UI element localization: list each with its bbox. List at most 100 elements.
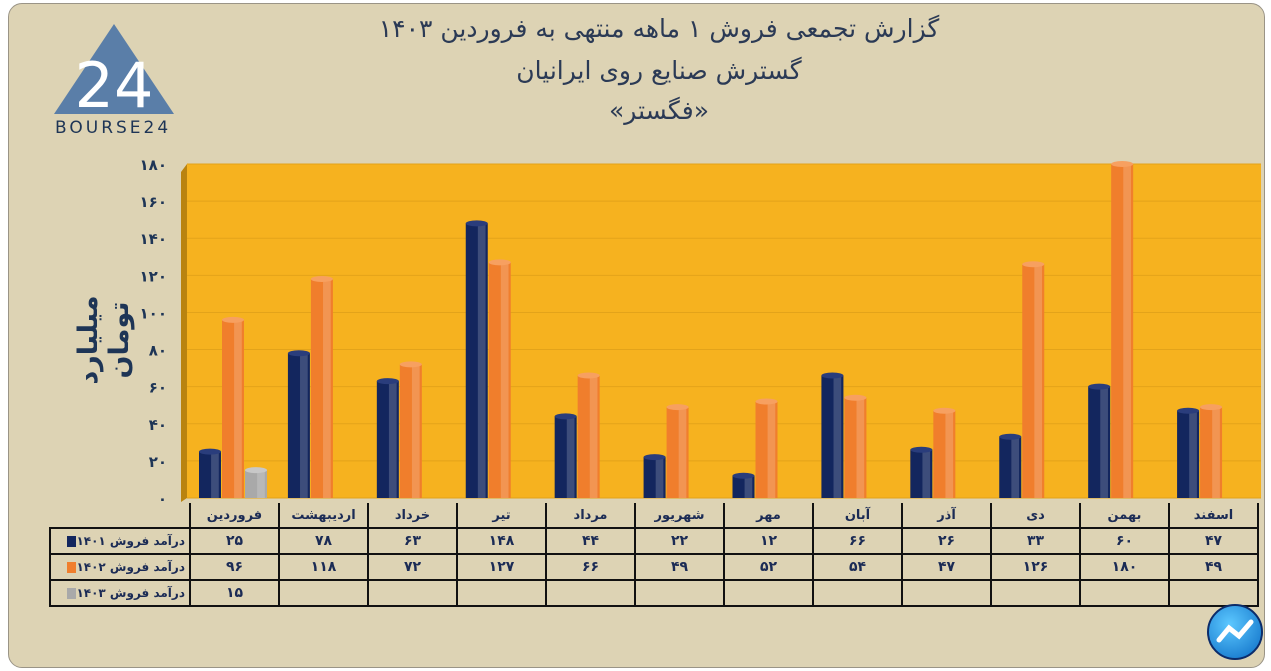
- bar: [910, 449, 933, 498]
- table-row: درآمد فروش ۱۴۰۲ ۹۶ ۱۱۸ ۷۲ ۱۲۷ ۶۶ ۴۹ ۵۲ ۵۴ ۴۷ ۱۲۶ ۱۸…: [49, 553, 1259, 581]
- data-cell: [1079, 579, 1170, 607]
- month-header: بهمن: [1079, 503, 1170, 529]
- y-axis-label: میلیارد تومان: [73, 295, 135, 385]
- bar-cap: [910, 446, 933, 453]
- month-header: مهر: [723, 503, 814, 529]
- month-header: تیر: [456, 503, 547, 529]
- data-cell: ۴۴: [545, 527, 636, 555]
- bar-highlight: [856, 397, 865, 498]
- month-header: مرداد: [545, 503, 636, 529]
- bar-cap: [1022, 261, 1045, 268]
- y-tick-label: ۱۴۰: [140, 230, 167, 248]
- bar-cap: [376, 378, 399, 385]
- bar-cap: [1111, 161, 1134, 167]
- bar: [933, 410, 956, 498]
- data-cell: ۳۳: [990, 527, 1081, 555]
- plot-side-wall: [181, 164, 187, 502]
- data-cell: ۱۲: [723, 527, 814, 555]
- data-cell: ۴۹: [634, 553, 725, 581]
- data-cell: [634, 579, 725, 607]
- bar-highlight: [922, 449, 931, 498]
- bourse24-logo: 24: [54, 24, 174, 122]
- bar: [554, 416, 577, 498]
- bar-highlight: [211, 451, 219, 498]
- data-cell: ۱۸۰: [1079, 553, 1170, 581]
- bar-cap: [399, 361, 422, 368]
- bar-cap: [554, 413, 577, 420]
- bar-highlight: [833, 375, 842, 498]
- data-cell: [723, 579, 814, 607]
- table-row: درآمد فروش ۱۴۰۳ ۱۵: [49, 579, 1259, 607]
- data-cell: [990, 579, 1081, 607]
- bar-cap: [245, 467, 267, 474]
- bar-cap: [199, 448, 221, 455]
- bar-cap: [666, 404, 689, 411]
- bar-cap: [1200, 404, 1223, 411]
- data-cell: ۱۴۸: [456, 527, 547, 555]
- bar: [222, 319, 244, 498]
- bar-cap: [755, 398, 778, 405]
- data-cell: [278, 579, 369, 607]
- y-tick-label: ۰: [158, 490, 167, 508]
- bar-cap: [287, 350, 310, 357]
- bar: [488, 262, 511, 498]
- y-tick-label: ۸۰: [149, 342, 167, 360]
- data-cell: ۷۸: [278, 527, 369, 555]
- y-tick-label: ۶۰: [149, 379, 167, 397]
- bar: [844, 397, 867, 498]
- bar-highlight: [500, 262, 509, 498]
- chart-frame: 24 BOURSE24 گزارش تجمعی فروش ۱ ماهه منته…: [8, 3, 1265, 668]
- data-cell: [1168, 579, 1259, 607]
- data-cell: ۴۹: [1168, 553, 1259, 581]
- logo-mark: 24: [75, 49, 154, 122]
- bar: [1111, 164, 1134, 498]
- series-label: درآمد فروش ۱۴۰۳: [49, 579, 191, 607]
- bar: [1177, 410, 1200, 498]
- data-cell: ۱۱۸: [278, 553, 369, 581]
- y-tick-label: ۱۰۰: [140, 304, 167, 322]
- bar-chart: ۰ ۲۰ ۴۰ ۶۰ ۸۰ ۱۰۰ ۱۲۰ ۱۴۰ ۱۶۰ ۱۸۰: [140, 156, 1261, 508]
- bar-highlight: [655, 457, 664, 498]
- y-tick-label: ۱۲۰: [140, 267, 167, 285]
- data-cell: [545, 579, 636, 607]
- data-cell: ۶۶: [812, 527, 903, 555]
- data-cell: ۶۰: [1079, 527, 1170, 555]
- bar: [1088, 386, 1111, 498]
- bar: [245, 470, 267, 498]
- bar-highlight: [257, 470, 265, 498]
- logo-text: BOURSE24: [55, 118, 172, 138]
- bar-cap: [1177, 407, 1200, 414]
- bar-highlight: [323, 279, 331, 498]
- legend-swatch: [67, 588, 77, 599]
- table-row: درآمد فروش ۱۴۰۱ ۲۵ ۷۸ ۶۳ ۱۴۸ ۴۴ ۲۲ ۱۲ ۶۶ ۲۶ ۳۳ ۶۰ ۴۷: [49, 527, 1259, 555]
- bar-highlight: [945, 410, 954, 498]
- table-corner: [50, 503, 191, 528]
- chart-title: گزارش تجمعی فروش ۱ ماهه منتهی به فروردین…: [378, 14, 940, 43]
- month-header: دی: [990, 503, 1081, 529]
- data-cell: ۶۶: [545, 553, 636, 581]
- plot-area: [187, 164, 1261, 498]
- bar: [999, 436, 1022, 498]
- bar-highlight: [1100, 386, 1108, 498]
- bar-cap: [999, 433, 1022, 440]
- y-tick-label: ۱۸۰: [140, 156, 167, 174]
- bar-highlight: [1189, 410, 1197, 498]
- bar-cap: [488, 259, 511, 266]
- bar-cap: [844, 394, 867, 401]
- data-cell: [367, 579, 458, 607]
- data-cell: ۴۷: [1168, 527, 1259, 555]
- data-cell: ۲۲: [634, 527, 725, 555]
- series-name: درآمد فروش ۱۴۰۲: [76, 560, 185, 574]
- bar-cap: [577, 372, 600, 379]
- data-cell: ۲۵: [189, 527, 280, 555]
- data-cell: ۴۷: [901, 553, 992, 581]
- bar: [465, 223, 488, 498]
- month-header: آذر: [901, 503, 992, 529]
- data-cell: ۱۲۶: [990, 553, 1081, 581]
- chart-subtitle: گسترش صنایع روی ایرانیان: [516, 56, 802, 85]
- bar-cap: [1088, 383, 1111, 390]
- data-cell: ۲۶: [901, 527, 992, 555]
- month-header: خرداد: [367, 503, 458, 529]
- bar-highlight: [678, 407, 687, 498]
- series-name: درآمد فروش ۱۴۰۳: [76, 586, 185, 600]
